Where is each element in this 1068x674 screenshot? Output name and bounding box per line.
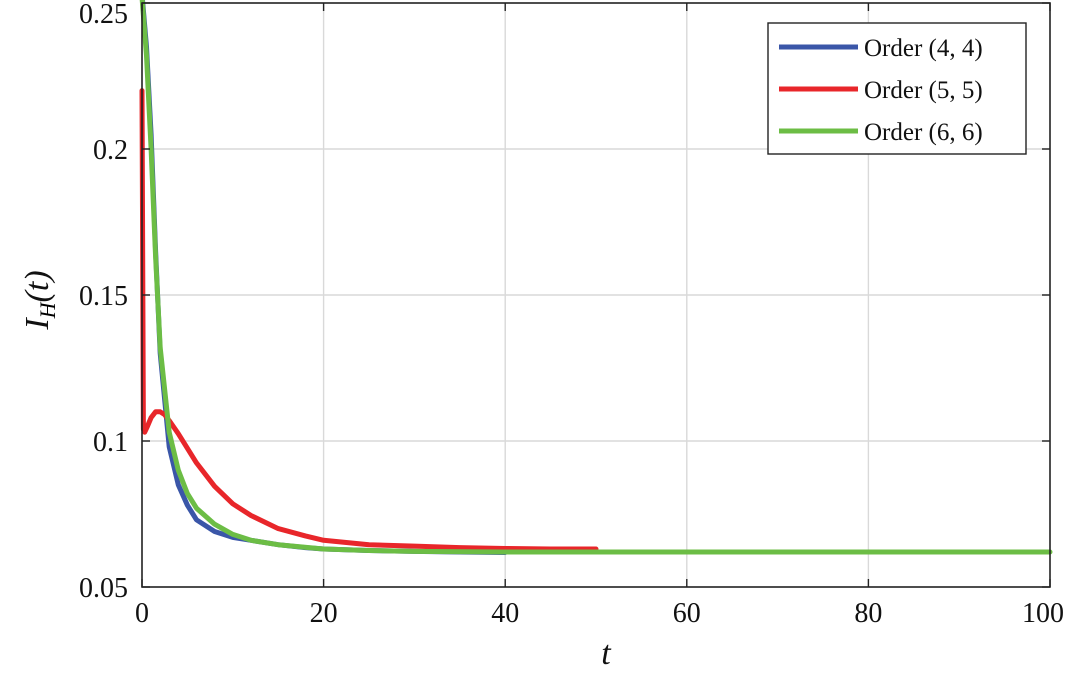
y-tick-label: 0.1: [93, 427, 128, 458]
y-axis-ticks: 0.05 0.1 0.15 0.2 0.25: [79, 0, 1050, 604]
x-tick-label: 20: [310, 598, 338, 629]
y-axis-label: IH(t): [19, 270, 60, 330]
x-axis-label: t: [601, 635, 612, 672]
svg-text:IH(t): IH(t): [19, 270, 60, 330]
y-tick-label: 0.15: [79, 281, 128, 312]
legend-label-3: Order (6, 6): [864, 119, 983, 146]
y-tick-label: 0.05: [79, 573, 128, 604]
x-tick-label: 100: [1022, 598, 1064, 629]
plot-area: [139, 0, 1053, 555]
x-tick-label: 0: [135, 598, 149, 629]
series-line-2: [139, 88, 599, 552]
y-axis-label-main: I: [19, 317, 56, 331]
y-axis-label-sub: H: [35, 301, 60, 319]
y-tick-label: 0.2: [93, 135, 128, 166]
x-tick-label: 60: [673, 598, 701, 629]
legend-label-1: Order (4, 4): [864, 35, 983, 62]
x-axis-ticks: 0 20 40 60 80 100: [135, 3, 1064, 629]
x-tick-label: 40: [491, 598, 519, 629]
y-axis-label-arg: (t): [19, 270, 56, 302]
legend: Order (4, 4) Order (5, 5) Order (6, 6): [767, 22, 1027, 155]
legend-label-2: Order (5, 5): [864, 77, 983, 104]
y-tick-label: 0.25: [79, 0, 128, 30]
x-tick-label: 80: [854, 598, 882, 629]
series-line-3: [139, 0, 1053, 555]
